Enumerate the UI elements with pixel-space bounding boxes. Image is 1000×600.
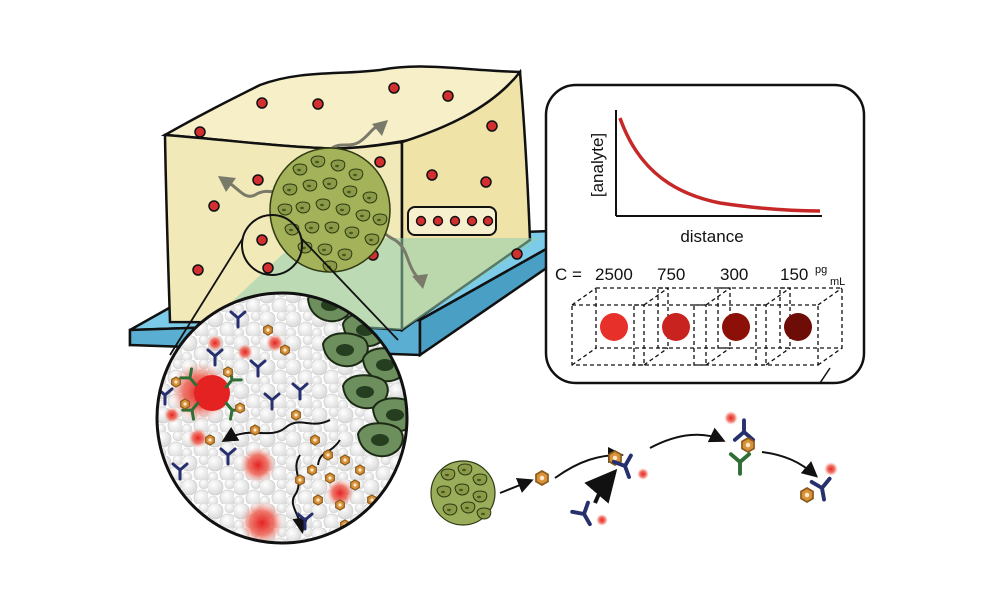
- hydrogel-block: [160, 65, 540, 356]
- concentration-value-3: 300: [720, 265, 748, 284]
- concentration-value-4: 150: [780, 265, 808, 284]
- sample-dot-4: [784, 313, 812, 341]
- concentration-value-2: 750: [657, 265, 685, 284]
- sample-dot-3: [722, 313, 750, 341]
- capture-strip: [407, 206, 497, 236]
- concentration-value-1: 2500: [595, 265, 633, 284]
- zoom-inset: [155, 291, 409, 545]
- sample-dot-1: [600, 313, 628, 341]
- plot-xlabel: distance: [680, 227, 743, 246]
- assay-mechanism: [430, 411, 838, 531]
- sample-dot-2: [662, 313, 690, 341]
- unit-denominator: mL: [830, 276, 845, 288]
- diffusion-arrowheads: [218, 120, 428, 289]
- sample-cubes: [571, 287, 843, 366]
- inset-panel: [analyte] distance C = 2500 750 300 150 …: [544, 83, 866, 385]
- unit-numerator: pg: [815, 264, 827, 276]
- concentration-prefix: C =: [555, 265, 582, 284]
- zoom-region-marker: [241, 214, 303, 276]
- secreting-cell-cluster-icon: [430, 460, 496, 526]
- gel-analyte-dots: [192, 82, 523, 276]
- concentration-curve: [618, 117, 821, 213]
- cell-spheroid: [269, 147, 391, 273]
- plot-ylabel: [analyte]: [588, 133, 607, 197]
